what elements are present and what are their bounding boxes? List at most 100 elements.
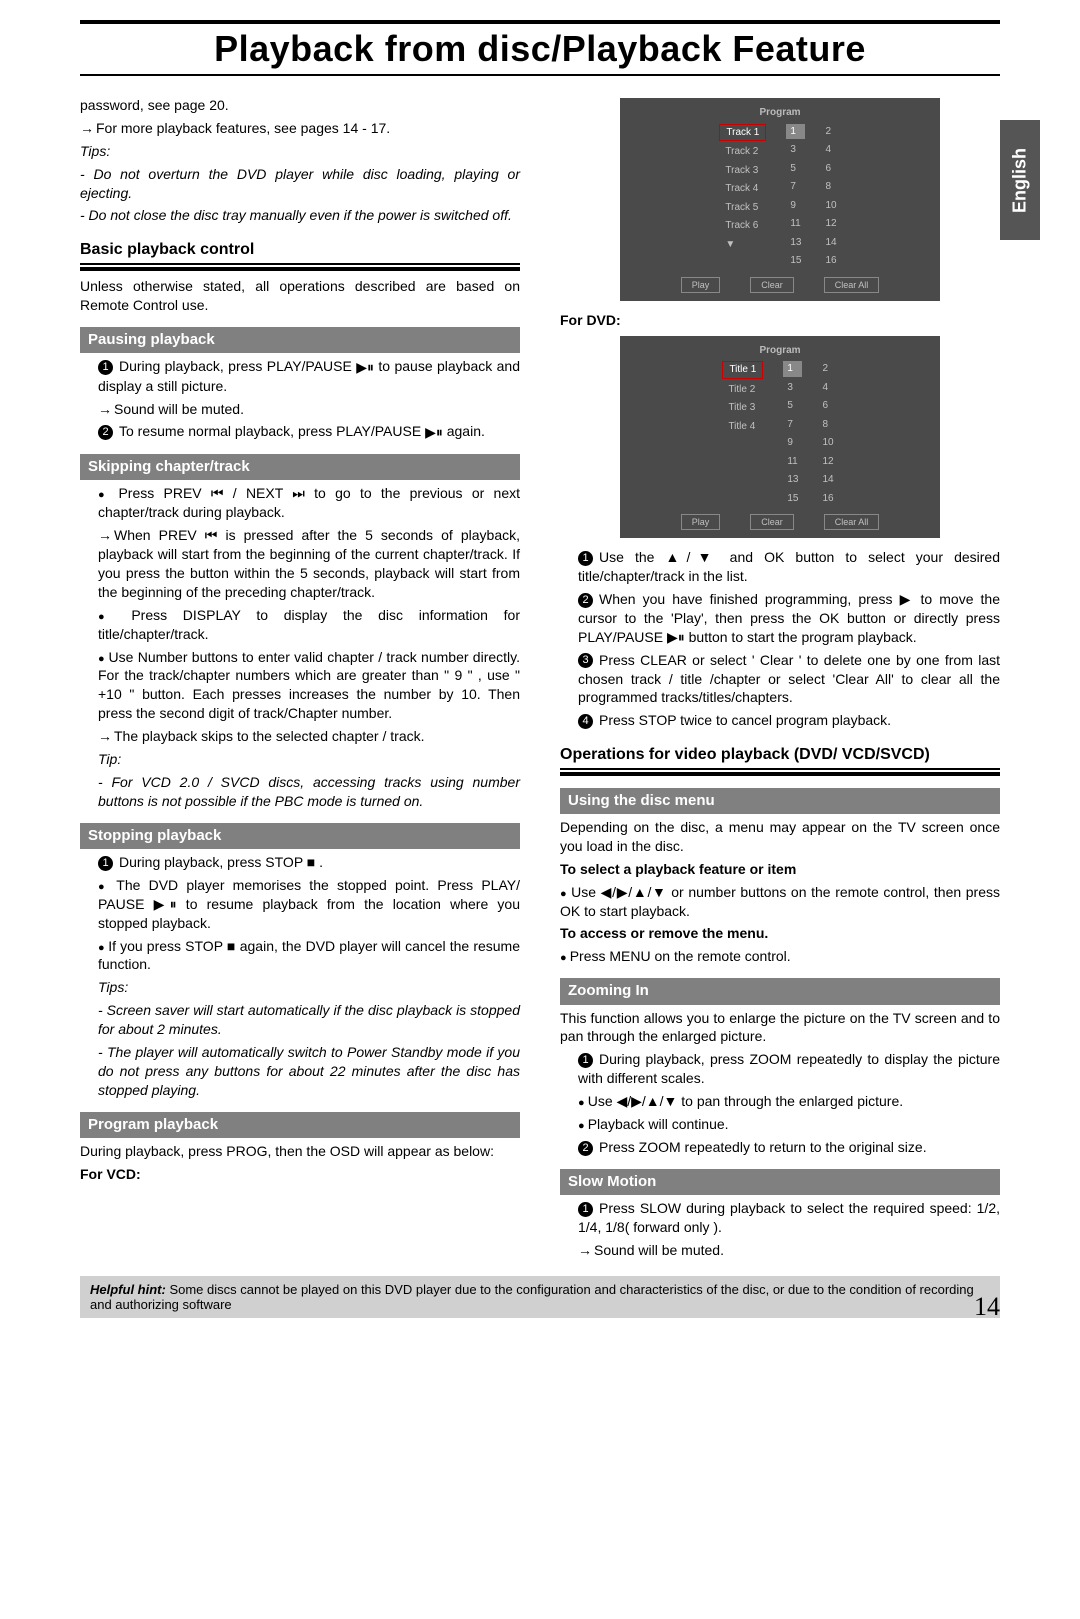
slow-step1: 1Press SLOW during playback to select th… bbox=[578, 1199, 1000, 1237]
num-1-icon: 1 bbox=[98, 856, 113, 871]
osd-num: 11 bbox=[783, 454, 802, 470]
hint-label: Helpful hint: bbox=[90, 1282, 169, 1297]
osd-dvd: Program Title 1Title 2Title 3Title 4 123… bbox=[620, 336, 940, 539]
osd-num: 9 bbox=[786, 198, 805, 214]
discmenu-sub1-desc: Use ◀/▶/▲/▼ or number buttons on the rem… bbox=[560, 883, 1000, 921]
intro-line2: For more playback features, see pages 14… bbox=[80, 119, 520, 138]
osd-title: Program bbox=[628, 344, 932, 358]
osd-num: 13 bbox=[786, 235, 805, 251]
stopping-tip2: - The player will automatically switch t… bbox=[98, 1043, 520, 1100]
zoom-step1: 1During playback, press ZOOM repeatedly … bbox=[578, 1050, 1000, 1088]
osd-num: 4 bbox=[818, 380, 837, 396]
skipping-5: The playback skips to the selected chapt… bbox=[98, 727, 520, 746]
stopping-2: The DVD player memorises the stopped poi… bbox=[98, 876, 520, 933]
skipping-2: When PREV ⏮ is pressed after the 5 secon… bbox=[98, 526, 520, 602]
osd-num: 7 bbox=[786, 179, 805, 195]
osd-track: Title 2 bbox=[722, 382, 763, 398]
osd-num: 12 bbox=[818, 454, 837, 470]
osd-button: Clear All bbox=[824, 514, 880, 530]
osd-num: 2 bbox=[821, 124, 840, 140]
skipping-1: Press PREV ⏮ / NEXT ⏭ to go to the previ… bbox=[98, 484, 520, 522]
operations-heading: Operations for video playback (DVD/ VCD/… bbox=[560, 744, 1000, 776]
osd-button: Play bbox=[681, 277, 721, 293]
skipping-tip: - For VCD 2.0 / SVCD discs, accessing tr… bbox=[98, 773, 520, 811]
num-2-icon: 2 bbox=[578, 593, 593, 608]
play-pause-icon: ▶⏸ bbox=[356, 358, 374, 377]
left-column: password, see page 20. For more playback… bbox=[80, 92, 520, 1264]
play-pause-icon: ▶⏸ bbox=[425, 423, 443, 442]
pausing-sound: Sound will be muted. bbox=[98, 400, 520, 419]
stopping-3: If you press STOP ■ again, the DVD playe… bbox=[98, 937, 520, 975]
osd-track: Title 3 bbox=[722, 400, 763, 416]
prog-step4: 4Press STOP twice to cancel program play… bbox=[578, 711, 1000, 730]
discmenu-sub2-desc: Press MENU on the remote control. bbox=[560, 947, 1000, 966]
osd-num: 16 bbox=[818, 491, 837, 507]
osd-num: 12 bbox=[821, 216, 840, 232]
skipping-3: Press DISPLAY to display the disc inform… bbox=[98, 606, 520, 644]
pausing-step2: 2To resume normal playback, press PLAY/P… bbox=[98, 422, 520, 442]
prog-step2: 2When you have finished programming, pre… bbox=[578, 590, 1000, 647]
zoom-step2: 2Press ZOOM repeatedly to return to the … bbox=[578, 1138, 1000, 1157]
osd-button: Clear bbox=[750, 514, 794, 530]
osd-num: 3 bbox=[783, 380, 802, 396]
osd-num: 3 bbox=[786, 142, 805, 158]
osd-num: 15 bbox=[786, 253, 805, 269]
intro-line: password, see page 20. bbox=[80, 96, 520, 115]
num-1-icon: 1 bbox=[98, 360, 113, 375]
page-number: 14 bbox=[974, 1292, 1000, 1322]
osd-track: Track 5 bbox=[719, 200, 766, 216]
zoom-1b: Use ◀/▶/▲/▼ to pan through the enlarged … bbox=[578, 1092, 1000, 1111]
osd-button: Clear All bbox=[824, 277, 880, 293]
osd-num: 1 bbox=[783, 361, 802, 377]
num-1-icon: 1 bbox=[578, 1202, 593, 1217]
osd-track: Title 4 bbox=[722, 419, 763, 435]
prog-step1: 1Use the ▲/▼ and OK button to select you… bbox=[578, 548, 1000, 586]
stopping-tips-lbl: Tips: bbox=[98, 978, 520, 997]
osd-num: 16 bbox=[821, 253, 840, 269]
right-column: Program Track 1Track 2Track 3Track 4Trac… bbox=[560, 92, 1000, 1264]
pausing-step1: 1During playback, press PLAY/PAUSE ▶⏸ to… bbox=[98, 357, 520, 396]
osd-num: 15 bbox=[783, 491, 802, 507]
pausing-heading: Pausing playback bbox=[80, 327, 520, 353]
slow-heading: Slow Motion bbox=[560, 1169, 1000, 1195]
num-2-icon: 2 bbox=[578, 1141, 593, 1156]
osd-track: Track 4 bbox=[719, 181, 766, 197]
discmenu-sub1: To select a playback feature or item bbox=[560, 860, 1000, 879]
slow-sound: Sound will be muted. bbox=[578, 1241, 1000, 1260]
osd-num: 8 bbox=[821, 179, 840, 195]
osd-track: ▼ bbox=[719, 237, 766, 253]
prog-step3: 3Press CLEAR or select ' Clear ' to dele… bbox=[578, 651, 1000, 708]
basic-desc: Unless otherwise stated, all operations … bbox=[80, 277, 520, 315]
osd-num: 1 bbox=[786, 124, 805, 140]
num-4-icon: 4 bbox=[578, 714, 593, 729]
basic-playback-heading: Basic playback control bbox=[80, 239, 520, 271]
helpful-hint: Helpful hint: Some discs cannot be playe… bbox=[80, 1276, 1000, 1318]
zoom-desc: This function allows you to enlarge the … bbox=[560, 1009, 1000, 1047]
skipping-tip-lbl: Tip: bbox=[98, 750, 520, 769]
osd-track: Track 3 bbox=[719, 163, 766, 179]
page-title: Playback from disc/Playback Feature bbox=[80, 20, 1000, 76]
osd-num: 9 bbox=[783, 435, 802, 451]
language-tab: English bbox=[1000, 120, 1040, 240]
zoom-1c: Playback will continue. bbox=[578, 1115, 1000, 1134]
stopping-heading: Stopping playback bbox=[80, 823, 520, 849]
num-1-icon: 1 bbox=[578, 551, 593, 566]
osd-track: Track 2 bbox=[719, 144, 766, 160]
tip-2: - Do not close the disc tray manually ev… bbox=[80, 206, 520, 225]
osd-num: 14 bbox=[818, 472, 837, 488]
num-3-icon: 3 bbox=[578, 653, 593, 668]
num-1-icon: 1 bbox=[578, 1053, 593, 1068]
osd-vcd: Program Track 1Track 2Track 3Track 4Trac… bbox=[620, 98, 940, 301]
skipping-heading: Skipping chapter/track bbox=[80, 454, 520, 480]
osd-num: 8 bbox=[818, 417, 837, 433]
skipping-4: Use Number buttons to enter valid chapte… bbox=[98, 648, 520, 724]
osd-num: 4 bbox=[821, 142, 840, 158]
osd-num: 11 bbox=[786, 216, 805, 232]
tip-1: - Do not overturn the DVD player while d… bbox=[80, 165, 520, 203]
osd-num: 10 bbox=[821, 198, 840, 214]
program-desc: During playback, press PROG, then the OS… bbox=[80, 1142, 520, 1161]
num-2-icon: 2 bbox=[98, 425, 113, 440]
osd-num: 6 bbox=[821, 161, 840, 177]
osd-num: 13 bbox=[783, 472, 802, 488]
osd-num: 5 bbox=[786, 161, 805, 177]
